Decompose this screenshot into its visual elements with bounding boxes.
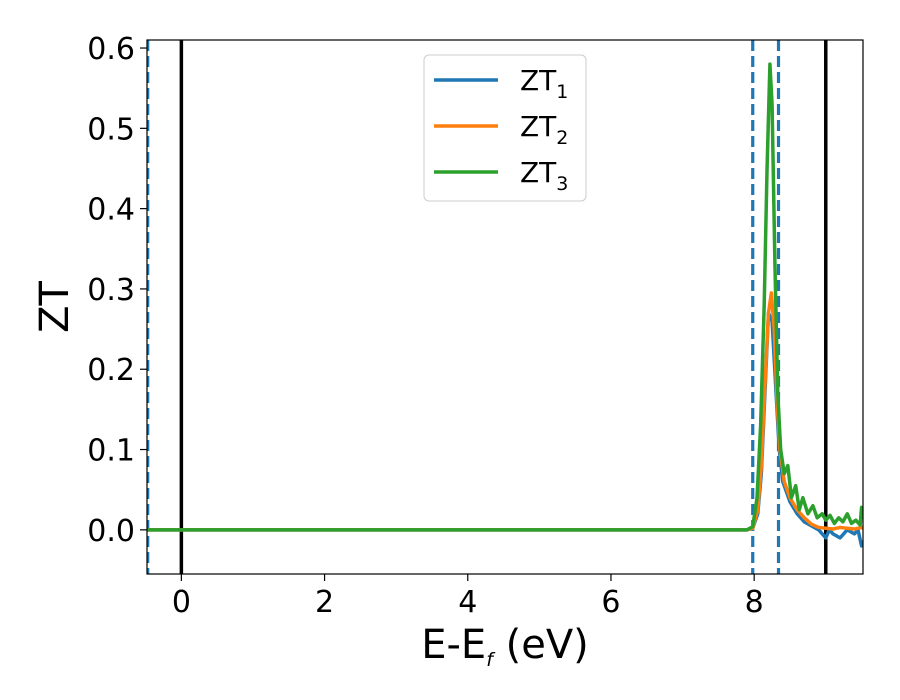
y-tick-label: 0.4 xyxy=(87,193,135,228)
legend-label-zt2: ZT2 xyxy=(520,110,568,149)
x-axis-label: E-Ef (eV) xyxy=(421,622,589,671)
y-axis-ticks: 0.0 0.1 0.2 0.3 0.4 0.5 0.6 xyxy=(87,32,147,549)
legend-label-zt3: ZT3 xyxy=(520,156,568,195)
y-tick-label: 0.0 xyxy=(87,514,135,549)
x-tick-label: 2 xyxy=(315,585,334,620)
y-tick-label: 0.3 xyxy=(87,273,135,308)
x-tick-label: 8 xyxy=(745,585,764,620)
series-line-zt2 xyxy=(147,291,863,532)
legend: ZT1 ZT2 ZT3 xyxy=(423,54,587,202)
y-tick-label: 0.1 xyxy=(87,434,135,469)
y-axis-label: ZT xyxy=(32,281,78,333)
plot-frame xyxy=(146,39,864,575)
series-lines xyxy=(147,62,863,548)
plot-area xyxy=(147,40,863,574)
reference-lines xyxy=(147,40,828,574)
legend-label-zt1: ZT1 xyxy=(520,64,568,103)
x-tick-label: 0 xyxy=(172,585,191,620)
x-tick-label: 6 xyxy=(601,585,620,620)
x-tick-label: 4 xyxy=(458,585,477,620)
x-axis-ticks: 0 2 4 6 8 xyxy=(172,574,764,620)
series-line-zt3 xyxy=(147,62,863,532)
y-tick-label: 0.5 xyxy=(87,112,135,147)
x-axis-label-subscript: f xyxy=(486,649,496,671)
y-tick-label: 0.2 xyxy=(87,353,135,388)
y-tick-label: 0.6 xyxy=(87,32,135,67)
legend-box xyxy=(423,54,587,202)
